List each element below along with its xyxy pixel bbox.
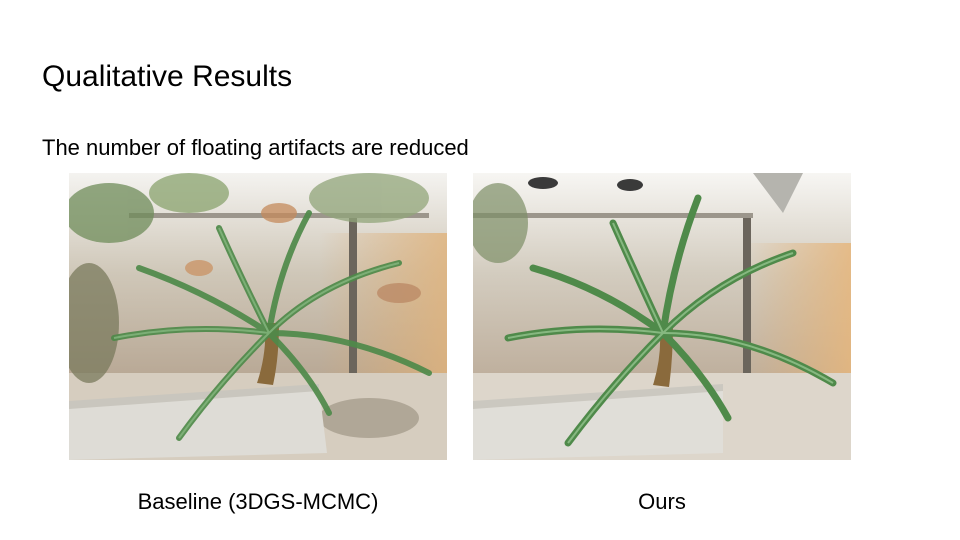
slide-subtitle: The number of floating artifacts are red…	[42, 135, 469, 160]
slide-title: Qualitative Results	[42, 60, 293, 93]
baseline-render-illustration	[69, 173, 447, 460]
baseline-caption: Baseline (3DGS-MCMC)	[137, 489, 379, 514]
ours-render-image	[473, 173, 851, 460]
baseline-render-image	[69, 173, 447, 460]
ours-render-illustration	[473, 173, 851, 460]
ours-caption: Ours	[638, 489, 686, 514]
